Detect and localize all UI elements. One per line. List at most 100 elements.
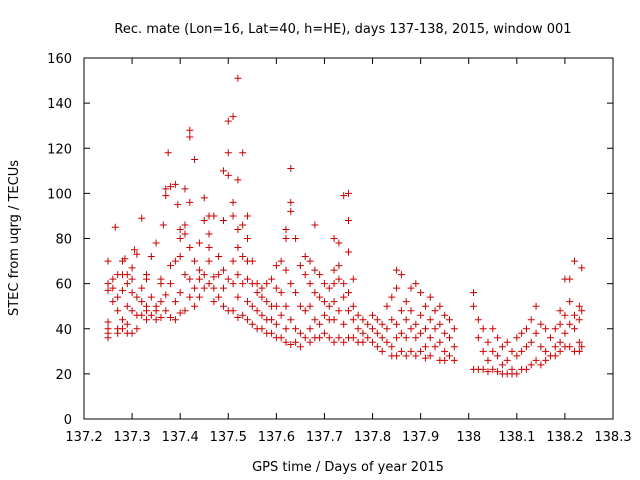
data-point: [234, 225, 242, 233]
chart-title: Rec. mate (Lon=16, Lat=40, h=HE), days 1…: [114, 22, 571, 37]
data-point: [292, 325, 300, 333]
data-point: [147, 253, 155, 261]
data-point: [272, 320, 280, 328]
data-point: [239, 221, 247, 229]
data-point: [359, 316, 367, 324]
data-point: [311, 316, 319, 324]
data-point: [195, 266, 203, 274]
x-axis: 137.2 137.3 137.4 137.5 137.6 137.7 137.8 137.9…: [65, 58, 632, 445]
data-point: [239, 253, 247, 261]
data-point: [181, 307, 189, 315]
data-point: [277, 289, 285, 297]
data-point: [518, 347, 526, 355]
data-point: [200, 194, 208, 202]
data-point: [546, 334, 554, 342]
data-point: [128, 275, 136, 283]
data-point: [205, 244, 213, 252]
data-point: [215, 253, 223, 261]
data-point: [571, 257, 579, 265]
data-point: [229, 307, 237, 315]
data-point: [556, 347, 564, 355]
data-point: [561, 329, 569, 337]
data-point: [306, 257, 314, 265]
data-point: [229, 280, 237, 288]
data-point: [186, 293, 194, 301]
data-point: [234, 74, 242, 82]
data-point: [474, 334, 482, 342]
data-point: [542, 356, 550, 364]
data-point: [335, 275, 343, 283]
data-point: [436, 302, 444, 310]
data-point: [239, 280, 247, 288]
data-point: [393, 266, 401, 274]
data-point: [330, 338, 338, 346]
data-point: [421, 302, 429, 310]
data-point: [393, 352, 401, 360]
data-point: [388, 343, 396, 351]
data-point: [162, 192, 170, 200]
data-point: [578, 343, 586, 351]
data-point: [470, 302, 478, 310]
data-point: [441, 347, 449, 355]
data-point: [123, 302, 131, 310]
data-point: [330, 266, 338, 274]
data-point: [316, 334, 324, 342]
data-point: [316, 271, 324, 279]
data-point: [282, 266, 290, 274]
data-point: [532, 302, 540, 310]
data-point: [345, 248, 352, 256]
data-point: [171, 180, 179, 188]
data-point: [186, 275, 194, 283]
data-point: [162, 307, 170, 315]
data-point: [498, 343, 506, 351]
data-point: [191, 257, 199, 265]
data-point: [109, 298, 117, 306]
data-point: [253, 307, 261, 315]
data-point: [205, 257, 213, 265]
data-point: [498, 361, 506, 369]
data-point: [114, 329, 122, 337]
data-point: [296, 302, 304, 310]
data-point: [417, 347, 425, 355]
data-point: [143, 275, 151, 283]
data-point: [494, 368, 502, 376]
data-point: [556, 307, 564, 315]
data-point: [417, 289, 425, 297]
data-point: [191, 302, 199, 310]
data-point: [296, 329, 304, 337]
data-point: [287, 341, 295, 349]
data-point: [229, 113, 237, 121]
data-point: [397, 271, 405, 279]
data-point: [340, 280, 348, 288]
data-point: [292, 289, 300, 297]
data-point: [566, 320, 574, 328]
data-point: [320, 311, 328, 319]
data-point: [441, 311, 449, 319]
x-tick-label: 137.9: [402, 430, 439, 445]
data-point: [167, 183, 175, 191]
data-point: [258, 311, 266, 319]
data-point: [123, 320, 131, 328]
data-point: [195, 293, 203, 301]
data-point: [575, 316, 583, 324]
data-point: [436, 320, 444, 328]
data-point: [537, 320, 545, 328]
data-point: [474, 316, 482, 324]
data-point: [138, 298, 146, 306]
data-point: [128, 307, 136, 315]
data-point: [335, 307, 343, 315]
data-point: [186, 244, 194, 252]
data-point: [296, 343, 304, 351]
data-point: [484, 356, 492, 364]
data-point: [537, 361, 545, 369]
data-point: [205, 230, 213, 238]
data-point: [152, 307, 160, 315]
data-point: [316, 320, 324, 328]
data-point: [397, 307, 405, 315]
data-point: [205, 280, 213, 288]
data-point: [229, 212, 237, 220]
x-tick-label: 137.6: [258, 430, 295, 445]
data-point: [325, 334, 333, 342]
data-point: [157, 298, 165, 306]
data-point: [513, 352, 521, 360]
